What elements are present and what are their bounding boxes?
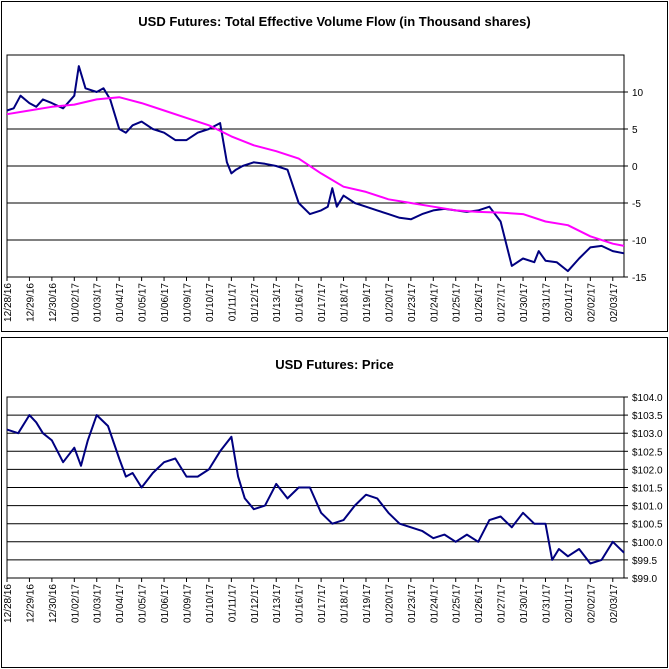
- x-tick-label: 01/17/17: [317, 584, 328, 623]
- x-tick-label: 02/03/17: [609, 283, 620, 322]
- x-tick-label: 01/02/17: [70, 283, 81, 322]
- volume-flow-chart-panel: USD Futures: Total Effective Volume Flow…: [0, 0, 669, 333]
- price-chart-panel: USD Futures: Price $104.0 $103.5 $103.0 $10…: [0, 336, 669, 669]
- x-tick-label: 01/25/17: [452, 584, 463, 623]
- x-tick-label: 01/05/17: [138, 283, 149, 322]
- x-tick-label: 01/31/17: [541, 283, 552, 322]
- x-tick-label: 01/03/17: [93, 584, 104, 623]
- x-tick-label: 01/26/17: [474, 283, 485, 322]
- x-tick-label: 01/09/17: [182, 283, 193, 322]
- volume-flow-chart: 10 5 0 -5 -10 -15 12/28/16 12/29/16 12/30/16 01/0…: [1, 1, 668, 332]
- y-tick-label: -5: [632, 199, 641, 210]
- x-tick-label: 01/11/17: [227, 584, 238, 623]
- y-tick-label: $103.5: [632, 411, 663, 422]
- x-tick-label: 01/04/17: [115, 283, 126, 322]
- x-tick-label: 01/11/17: [227, 283, 238, 322]
- series-line-1: [6, 65, 625, 273]
- x-tick-label: 12/30/16: [48, 584, 59, 623]
- x-tick-label: 01/13/17: [272, 283, 283, 322]
- x-tick-label: 01/09/17: [182, 584, 193, 623]
- x-tick-label: 02/03/17: [609, 584, 620, 623]
- x-tick-label: 01/25/17: [452, 283, 463, 322]
- x-tick-label: 12/30/16: [48, 283, 59, 322]
- y-tick-label: $100.0: [632, 538, 663, 549]
- chart-title: USD Futures: Price: [275, 357, 394, 372]
- y-tick-label: 0: [632, 162, 638, 173]
- y-tick-label: $102.5: [632, 447, 663, 458]
- y-tick-label: 10: [632, 88, 644, 99]
- x-tick-label: 01/26/17: [474, 584, 485, 623]
- x-tick-label: 01/05/17: [138, 584, 149, 623]
- x-tick-label: 12/28/16: [3, 283, 14, 322]
- x-tick-label: 01/03/17: [93, 283, 104, 322]
- x-tick-label: 01/12/17: [250, 584, 261, 623]
- x-tick-label: 01/23/17: [407, 584, 418, 623]
- x-tick-label: 02/01/17: [564, 584, 575, 623]
- y-tick-label: -10: [632, 236, 647, 247]
- x-tick-label: 01/16/17: [295, 584, 306, 623]
- x-tick-label: 01/23/17: [407, 283, 418, 322]
- panel-frame: [1, 1, 668, 332]
- x-tick-label: 01/13/17: [272, 584, 283, 623]
- x-tick-label: 01/27/17: [497, 283, 508, 322]
- x-tick-label: 01/06/17: [160, 283, 171, 322]
- x-tick-label: 01/30/17: [519, 283, 530, 322]
- series-line-1: [6, 414, 625, 565]
- x-tick-label: 01/10/17: [205, 283, 216, 322]
- x-tick-label: 02/01/17: [564, 283, 575, 322]
- x-tick-label: 01/10/17: [205, 584, 216, 623]
- x-tick-label: 01/24/17: [429, 283, 440, 322]
- x-tick-label: 12/29/16: [25, 283, 36, 322]
- y-tick-label: $104.0: [632, 393, 663, 404]
- x-tick-label: 01/19/17: [362, 584, 373, 623]
- y-tick-label: $101.5: [632, 484, 663, 495]
- x-tick-label: 01/04/17: [115, 584, 126, 623]
- x-tick-label: 02/02/17: [586, 584, 597, 623]
- x-tick-label: 12/29/16: [25, 584, 36, 623]
- y-tick-label: $99.5: [632, 556, 657, 567]
- x-tick-label: 01/12/17: [250, 283, 261, 322]
- panel-frame: [1, 337, 668, 668]
- x-tick-label: 12/28/16: [3, 584, 14, 623]
- price-chart: $104.0 $103.5 $103.0 $102.5 $102.0 $101.5 $101…: [1, 337, 668, 668]
- x-tick-label: 01/02/17: [70, 584, 81, 623]
- x-tick-label: 01/24/17: [429, 584, 440, 623]
- series-line-2: [6, 96, 625, 247]
- x-tick-label: 01/19/17: [362, 283, 373, 322]
- y-tick-label: -15: [632, 273, 647, 284]
- x-tick-label: 01/31/17: [541, 584, 552, 623]
- x-tick-label: 02/02/17: [586, 283, 597, 322]
- x-tick-label: 01/16/17: [295, 283, 306, 322]
- y-tick-label: $101.0: [632, 502, 663, 513]
- x-tick-label: 01/06/17: [160, 584, 171, 623]
- y-tick-label: $100.5: [632, 520, 663, 531]
- x-tick-label: 01/18/17: [340, 584, 351, 623]
- x-tick-label: 01/27/17: [497, 584, 508, 623]
- x-tick-label: 01/20/17: [384, 283, 395, 322]
- y-tick-label: $99.0: [632, 574, 657, 585]
- x-tick-label: 01/17/17: [317, 283, 328, 322]
- x-tick-label: 01/18/17: [340, 283, 351, 322]
- y-tick-label: 5: [632, 125, 638, 136]
- y-tick-label: $103.0: [632, 429, 663, 440]
- x-tick-label: 01/20/17: [384, 584, 395, 623]
- x-tick-label: 01/30/17: [519, 584, 530, 623]
- chart-title: USD Futures: Total Effective Volume Flow…: [138, 14, 531, 29]
- y-tick-label: $102.0: [632, 465, 663, 476]
